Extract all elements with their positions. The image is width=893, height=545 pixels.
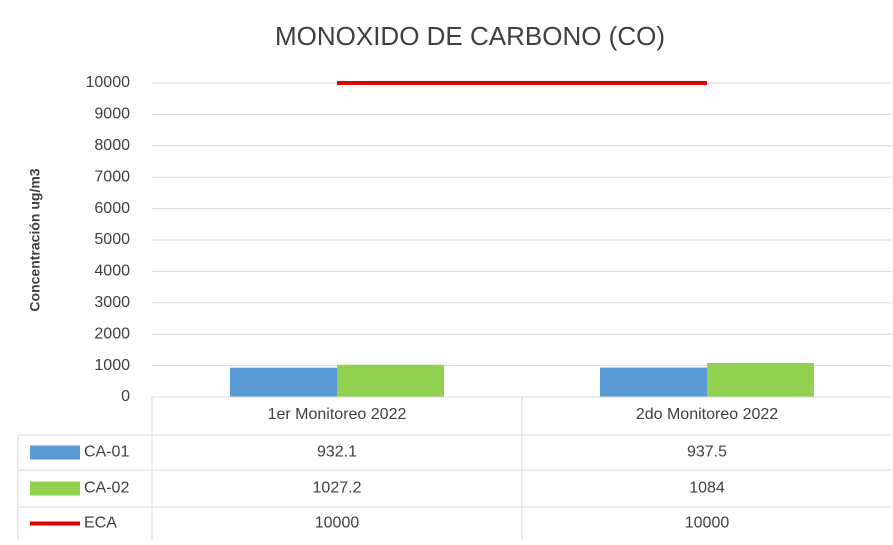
bar <box>230 367 337 397</box>
table-value: 10000 <box>315 515 360 532</box>
y-tick-label: 10000 <box>86 74 131 91</box>
x-tick-label: 2do Monitoreo 2022 <box>636 406 778 423</box>
legend-label: CA-01 <box>84 444 129 461</box>
y-tick-label: 4000 <box>94 263 130 280</box>
table-value: 932.1 <box>317 444 357 461</box>
legend-label: CA-02 <box>84 480 129 497</box>
bar <box>337 364 444 397</box>
y-axis-label: Concentración ug/m3 <box>27 168 43 311</box>
legend-key <box>30 481 80 496</box>
legend-label: ECA <box>84 515 117 532</box>
y-tick-label: 2000 <box>94 325 130 342</box>
table-value: 10000 <box>685 515 730 532</box>
y-tick-label: 1000 <box>94 357 130 374</box>
y-tick-label: 8000 <box>94 137 130 154</box>
legend-key <box>30 445 80 460</box>
table-value: 937.5 <box>687 444 727 461</box>
bar <box>600 367 707 397</box>
x-tick-label: 1er Monitoreo 2022 <box>268 406 407 423</box>
y-tick-label: 7000 <box>94 168 130 185</box>
y-tick-label: 3000 <box>94 294 130 311</box>
table-value: 1027.2 <box>313 480 362 497</box>
chart-title: MONOXIDO DE CARBONO (CO) <box>275 21 665 51</box>
bar <box>707 362 814 397</box>
y-tick-label: 0 <box>121 388 130 405</box>
y-tick-label: 9000 <box>94 106 130 123</box>
table-value: 1084 <box>689 480 725 497</box>
y-tick-label: 6000 <box>94 200 130 217</box>
y-tick-label: 5000 <box>94 231 130 248</box>
